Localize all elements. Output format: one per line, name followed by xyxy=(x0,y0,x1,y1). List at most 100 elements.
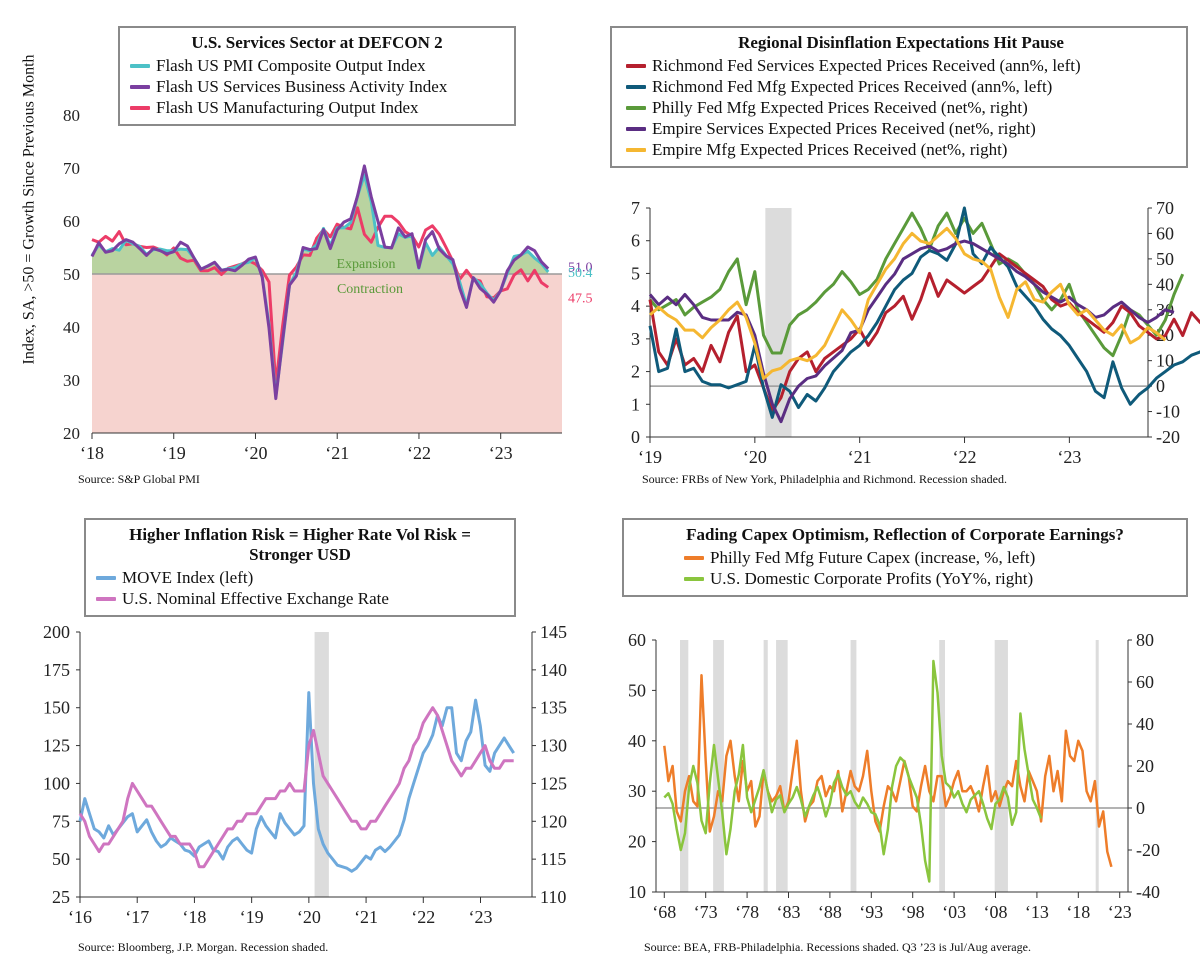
expansion-area xyxy=(92,174,549,274)
legend-swatch xyxy=(130,105,150,110)
series-line xyxy=(648,206,1200,419)
legend-item-philly-capex: Philly Fed Mfg Future Capex (increase, %… xyxy=(634,547,1176,568)
y-tick-label: 40 xyxy=(63,318,80,337)
legend-swatch xyxy=(626,105,646,110)
x-tick-label: ‘17 xyxy=(125,907,149,927)
series-line xyxy=(90,164,550,401)
chart-title: U.S. Services Sector at DEFCON 2 xyxy=(191,33,443,52)
x-tick-label: ‘19 xyxy=(162,443,186,463)
legend-item-richmond-mfg: Richmond Fed Mfg Expected Prices Receive… xyxy=(626,76,1176,97)
y-tick-label-left: 50 xyxy=(52,849,70,869)
legend-label: Empire Mfg Expected Prices Received (net… xyxy=(652,140,1008,159)
x-tick-label: ‘18 xyxy=(80,443,104,463)
legend-item-philly-mfg: Philly Fed Mfg Expected Prices Received … xyxy=(626,97,1176,118)
recession-shade xyxy=(1095,640,1099,892)
series-line xyxy=(663,659,1043,883)
x-tick-label: ‘98 xyxy=(901,902,925,922)
x-tick-label: ‘78 xyxy=(735,902,759,922)
y-tick-label-left: 2 xyxy=(631,362,640,382)
legend-label: MOVE Index (left) xyxy=(122,568,254,587)
chart-panel-move-usd: 25 50 75 100 125 150 175 200 110 115 120 125 130 135 1… xyxy=(0,478,600,957)
y-tick-label-right: 60 xyxy=(1136,672,1154,692)
y-tick-label-right: 0 xyxy=(1136,798,1145,818)
y-tick-label-right: 115 xyxy=(540,849,566,869)
x-tick-label: ‘23 xyxy=(1057,447,1081,467)
y-tick-label: 20 xyxy=(63,424,80,443)
y-tick-label-left: 3 xyxy=(631,329,640,349)
x-tick-label: ‘73 xyxy=(694,902,718,922)
y-tick-label-left: 1 xyxy=(631,394,640,414)
services-pmi-chart: 20 30 40 50 60 70 80 ‘18 ‘19 ‘20 ‘21 ‘22 ‘23 Expansio… xyxy=(63,106,593,463)
y-tick-label-right: 145 xyxy=(540,622,567,642)
y-tick-label-left: 30 xyxy=(628,781,646,801)
y-tick-label-left: 4 xyxy=(631,296,640,316)
series-line xyxy=(663,674,1113,868)
chart-title: Higher Inflation Risk = Higher Rate Vol … xyxy=(129,525,471,564)
series-line xyxy=(649,226,1167,380)
x-tick-label: ‘23 xyxy=(469,907,493,927)
y-tick-label-left: 150 xyxy=(43,698,70,718)
legend-swatch xyxy=(96,596,116,601)
recession-shade xyxy=(776,640,788,892)
legend-label: Richmond Fed Services Expected Prices Re… xyxy=(652,56,1081,75)
x-tick-label: ‘18 xyxy=(1066,902,1090,922)
x-tick-label: ‘22 xyxy=(407,443,431,463)
series-line xyxy=(648,211,1185,358)
y-tick-label-right: -10 xyxy=(1156,402,1180,422)
legend-swatch xyxy=(626,84,646,89)
y-tick-label-left: 100 xyxy=(43,773,70,793)
legend-item-move: MOVE Index (left) xyxy=(96,567,504,588)
recession-shade xyxy=(680,640,689,892)
expansion-label: Expansion xyxy=(336,257,395,272)
chart-legend: Higher Inflation Risk = Higher Rate Vol … xyxy=(84,518,516,617)
x-tick-label: ‘19 xyxy=(638,447,662,467)
legend-item-usd-neer: U.S. Nominal Effective Exchange Rate xyxy=(96,588,504,609)
y-tick-label-left: 50 xyxy=(628,680,646,700)
x-tick-label: ‘13 xyxy=(1025,902,1049,922)
y-tick-label: 50 xyxy=(63,265,80,284)
capex-chart: 10 20 30 40 50 60 -40 -20 0 20 40 60 80 ‘68 ‘73 ‘78 ‘83 ‘… xyxy=(628,630,1160,922)
series-line xyxy=(648,252,1200,413)
chart-title: Regional Disinflation Expectations Hit P… xyxy=(738,33,1064,52)
y-tick-label-left: 0 xyxy=(631,427,640,447)
source-note: Source: FRBs of New York, Philadelphia a… xyxy=(642,472,1007,486)
x-tick-label: ‘88 xyxy=(818,902,842,922)
y-tick-label-left: 40 xyxy=(628,731,646,751)
contraction-label: Contraction xyxy=(337,282,403,297)
end-value-label: 50.4 xyxy=(568,266,593,281)
x-tick-label: ‘23 xyxy=(489,443,513,463)
y-tick-label: 80 xyxy=(63,106,80,125)
y-tick-label-right: 140 xyxy=(540,660,567,680)
x-tick-label: ‘20 xyxy=(297,907,321,927)
y-tick-label-left: 75 xyxy=(52,811,70,831)
legend-item-empire-services: Empire Services Expected Prices Received… xyxy=(626,118,1176,139)
x-tick-label: ‘23 xyxy=(1108,902,1132,922)
x-tick-label: ‘20 xyxy=(243,443,267,463)
x-tick-label: ‘16 xyxy=(68,907,92,927)
end-value-label: 51.0 xyxy=(568,261,593,276)
legend-swatch xyxy=(684,555,704,560)
x-tick-label: ‘93 xyxy=(859,902,883,922)
legend-label: U.S. Domestic Corporate Profits (YoY%, r… xyxy=(710,569,1034,588)
y-tick-label-right: 0 xyxy=(1156,376,1165,396)
y-tick-label-right: 70 xyxy=(1156,198,1174,218)
legend-label: Empire Services Expected Prices Received… xyxy=(652,119,1036,138)
legend-label: Flash US PMI Composite Output Index xyxy=(156,56,426,75)
x-tick-label: ‘21 xyxy=(848,447,872,467)
y-tick-label-right: -20 xyxy=(1156,427,1180,447)
legend-swatch xyxy=(626,147,646,152)
move-usd-chart: 25 50 75 100 125 150 175 200 110 115 120 125 130 135 1… xyxy=(43,622,567,927)
y-tick-label-right: -20 xyxy=(1136,840,1160,860)
y-tick-label: 70 xyxy=(63,159,80,178)
y-tick-label-right: -40 xyxy=(1136,882,1160,902)
legend-label: U.S. Nominal Effective Exchange Rate xyxy=(122,589,389,608)
legend-swatch xyxy=(684,576,704,581)
series-line xyxy=(78,691,515,873)
y-tick-label-left: 25 xyxy=(52,887,70,907)
chart-panel-regional-prices: 0 1 2 3 4 5 6 7 -20 -10 0 10 20 30 40 50 60 70 ‘19 ‘20 ‘21 ‘2… xyxy=(600,0,1200,486)
chart-legend: Fading Capex Optimism, Reflection of Cor… xyxy=(622,518,1188,597)
y-tick-label-right: 50 xyxy=(1156,249,1174,269)
y-axis-label: Index, SA, >50 = Growth Since Previous M… xyxy=(20,54,38,365)
y-tick-label-right: 135 xyxy=(540,698,567,718)
